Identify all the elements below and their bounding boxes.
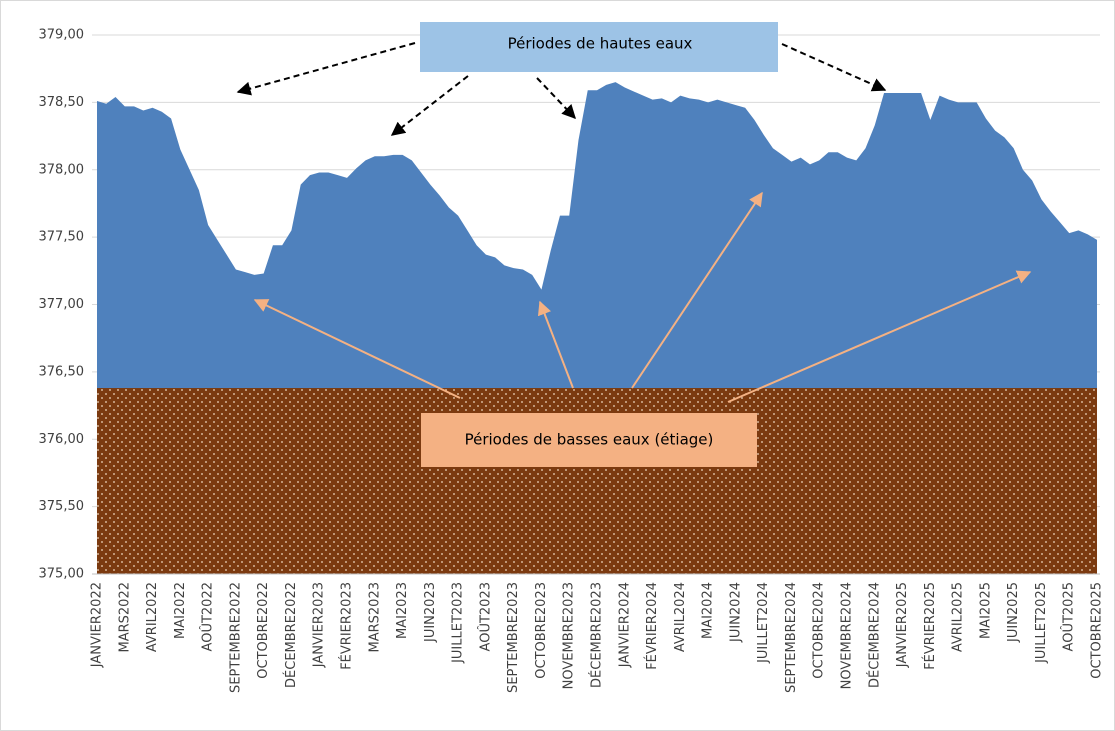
x-tick-label: MARS2022 [117,582,132,652]
y-tick-label: 379,00 [39,28,85,43]
annotation-box [420,22,778,72]
x-tick-label: DÉCEMBRE2024 [866,582,882,688]
x-tick-label: JUILLET2024 [756,582,771,664]
x-tick-label: JANVIER2025 [895,582,910,668]
x-tick-label: FÉVRIER2024 [644,582,660,670]
annotation-box [421,413,757,467]
x-tick-label: JUILLET2023 [451,582,466,664]
x-tick-label: MAI2024 [701,582,716,639]
x-tick-label: MAI2025 [978,582,993,639]
y-tick-label: 378,00 [39,162,85,177]
y-tick-label: 378,50 [39,95,85,110]
y-tick-label: 377,50 [39,230,85,245]
x-tick-label: JUIN2024 [728,582,743,643]
x-tick-label: OCTOBRE2023 [534,582,549,679]
x-tick-label: AVRIL2024 [673,582,688,652]
x-tick-label: SEPTEMBRE2024 [784,582,799,693]
x-tick-label: NOVEMBRE2024 [840,582,855,689]
annotation: Périodes de hautes eaux [508,35,693,53]
x-tick-label: JUIN2025 [1006,582,1021,643]
x-tick-label: SEPTEMBRE2022 [228,582,243,693]
y-tick-label: 375,00 [39,567,85,582]
x-tick-label: MAI2022 [173,582,188,639]
x-tick-label: SEPTEMBRE2023 [506,582,521,693]
x-tick-label: JANVIER2022 [90,582,105,668]
arrow [781,43,887,92]
arrow [536,77,576,120]
x-tick-label: OCTOBRE2025 [1090,582,1105,679]
arrow [537,300,574,389]
x-tick-label: AOÛT2025 [1061,582,1077,651]
x-tick-label: JUILLET2025 [1034,582,1049,664]
x-tick-label: AOÛT2023 [477,582,493,651]
x-tick-label: JANVIER2024 [617,582,632,668]
x-tick-label: DÉCEMBRE2022 [283,582,299,688]
arrow [236,42,416,96]
x-tick-label: DÉCEMBRE2023 [589,582,605,688]
y-tick-label: 377,00 [39,297,85,312]
x-tick-label: AOÛT2022 [200,582,216,651]
x-tick-label: OCTOBRE2022 [256,582,271,679]
annotations: Périodes de hautes eaux Périodes de bass… [236,22,1032,467]
x-tick-label: AVRIL2022 [145,582,160,652]
x-tick-label: OCTOBRE2024 [812,582,827,679]
x-tick-label: AVRIL2025 [951,582,966,652]
y-tick-label: 375,50 [39,499,85,514]
annotation: Périodes de basses eaux (étiage) [465,431,714,449]
arrow [631,191,763,389]
y-tick-label: 376,00 [39,432,85,447]
x-tick-label: FÉVRIER2023 [339,582,355,670]
arrow [727,270,1032,403]
x-tick-label: JANVIER2023 [312,582,327,668]
x-tick-label: FÉVRIER2025 [922,582,938,670]
x-tick-label: MAI2023 [395,582,410,639]
x-tick-label: JUIN2023 [423,582,438,643]
arrow [253,299,461,399]
y-tick-label: 376,50 [39,364,85,379]
arrow [390,75,469,136]
x-tick-label: NOVEMBRE2023 [562,582,577,689]
x-tick-label: MARS2023 [367,582,382,652]
